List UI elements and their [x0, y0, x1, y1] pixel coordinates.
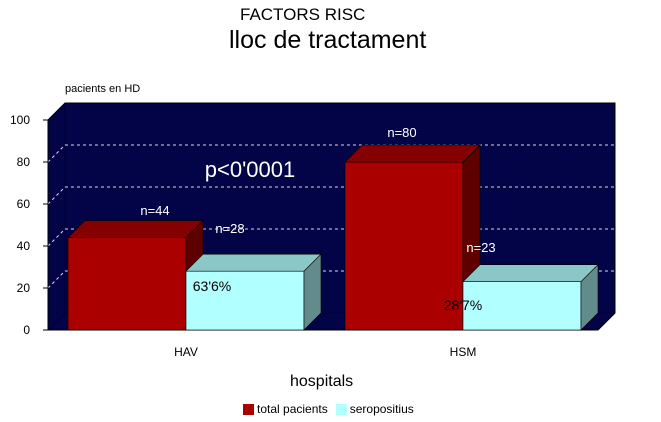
chart-supertitle: FACTORS RISC	[240, 5, 366, 24]
y-tick-label: 100	[10, 113, 30, 127]
legend-label-total: total pacients	[257, 402, 328, 416]
legend-item-seropositius: seropositius	[335, 402, 414, 416]
bar-seropositius-hav	[185, 270, 305, 331]
data-label: n=28	[215, 221, 244, 236]
x-axis-label: hospitals	[290, 373, 354, 390]
bar-top-face	[462, 264, 599, 283]
legend-label-seropositius: seropositius	[349, 402, 414, 416]
bar-total-hsm	[344, 161, 464, 331]
bar-top-face	[344, 144, 481, 163]
bar-total-hav	[67, 237, 187, 331]
floor-side-edge	[47, 312, 66, 331]
x-tick-label: HAV	[174, 345, 198, 359]
chart-title: lloc de tractament	[229, 26, 427, 54]
p-value-annotation: p<0'0001	[205, 157, 295, 182]
x-tick-label: HSM	[450, 345, 477, 359]
y-tick-label: 80	[17, 155, 31, 169]
legend-item-total: total pacients	[243, 402, 328, 416]
data-label: n=80	[387, 125, 416, 140]
bar-top-face	[185, 253, 322, 272]
data-label: n=23	[466, 240, 495, 255]
y-axis-label: pacients en HD	[65, 83, 141, 95]
y-tick-label: 40	[17, 239, 31, 253]
y-tick-label: 20	[17, 281, 31, 295]
y-tick-label: 60	[17, 197, 31, 211]
y-tick-label: 0	[23, 323, 30, 337]
legend-swatch-total	[243, 403, 254, 415]
bar-seropositius-hsm	[462, 281, 582, 331]
legend-swatch-seropositius	[335, 403, 347, 415]
bar-side-face	[580, 263, 599, 331]
legend: total pacients seropositius	[243, 402, 422, 416]
data-label: n=44	[140, 203, 169, 218]
percent-label: 63'6%	[193, 278, 231, 294]
bar-side-face	[303, 253, 322, 331]
bar-top-face	[67, 220, 204, 238]
percent-label: 28'7%	[444, 297, 482, 313]
